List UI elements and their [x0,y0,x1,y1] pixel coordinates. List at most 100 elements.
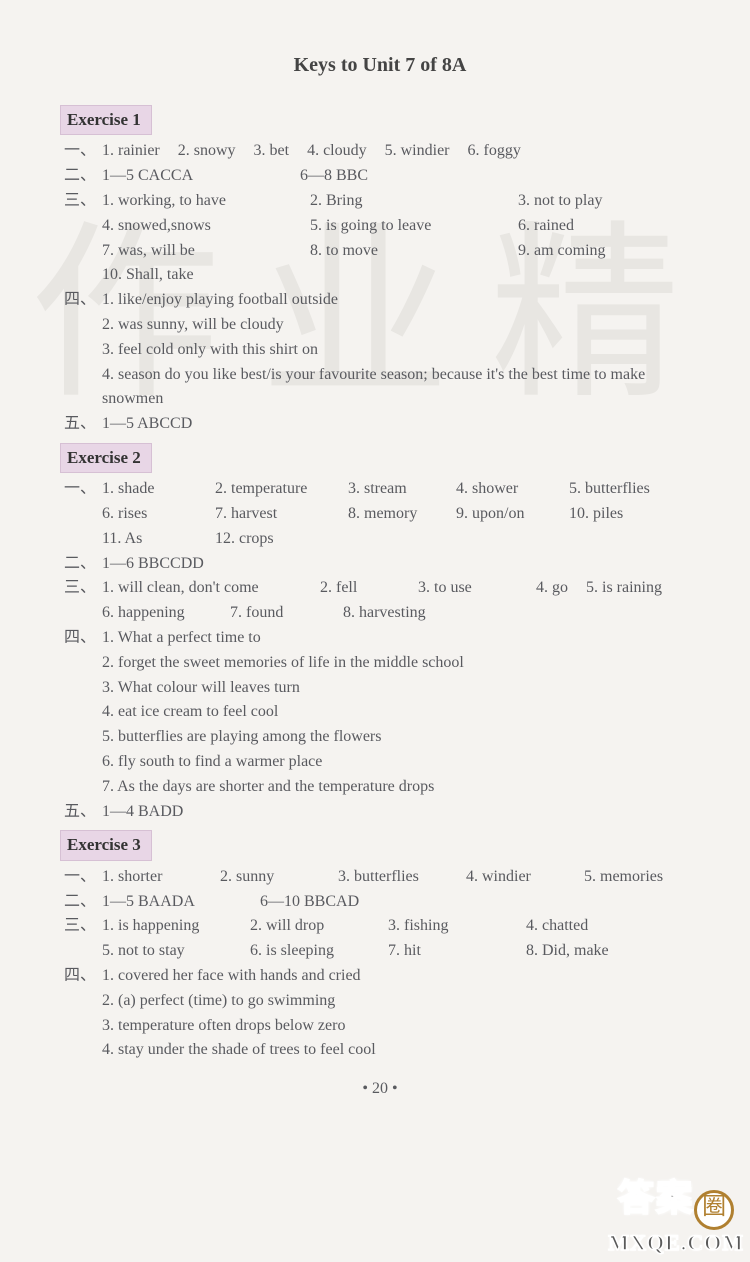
section-label: 三、 [64,914,102,939]
answer-item: 3. stream [348,477,438,502]
answer-item: 8. memory [348,502,438,527]
answer-item: 5. butterflies are playing among the flo… [102,725,700,750]
answer-item: 1—5 BAADA [102,890,242,915]
page-title: Keys to Unit 7 of 8A [60,50,700,81]
answer-item: 3. bet [254,139,290,164]
answer-item: 3. feel cold only with this shirt on [102,338,700,363]
section-label: 五、 [64,412,102,437]
answer-item: 7. found [230,601,325,626]
answer-item: 3. to use [418,576,518,601]
answer-item: 5. is raining [586,576,691,601]
ex1-section-5: 五、 1—5 ABCCD [64,412,700,437]
ex2-section-3: 三、 1. will clean, don't come 2. fell 3. … [64,576,700,626]
answer-item: 1. rainier [102,139,160,164]
watermark-logo-url: MXQE.COM [608,1230,744,1256]
answer-item: 2. temperature [215,477,330,502]
watermark-logo: 答案圈 MXQE.COM [608,1169,744,1256]
page-number: • 20 • [60,1077,700,1102]
answer-item: 1—5 ABCCD [102,412,192,437]
ex1-section-4: 四、 1. like/enjoy playing football outsid… [64,288,700,313]
answer-item: 2. Bring [310,189,500,214]
section-label: 二、 [64,552,102,577]
answer-item: 7. As the days are shorter and the tempe… [102,775,700,800]
answer-item: 9. am coming [518,239,606,264]
answer-item: 1. shade [102,477,197,502]
answer-item: 1—5 CACCA [102,164,282,189]
section-label: 二、 [64,164,102,189]
watermark-logo-circle: 圈 [694,1190,734,1230]
answer-item: 4. stay under the shade of trees to feel… [102,1038,700,1063]
ex3-section-3: 三、 1. is happening 2. will drop 3. fishi… [64,914,700,964]
answer-item: 4. season do you like best/is your favou… [102,363,700,413]
answer-item: 1—4 BADD [102,800,183,825]
section-label: 三、 [64,576,102,601]
section-label: 二、 [64,890,102,915]
answer-item: 2. will drop [250,914,370,939]
answer-item: 7. hit [388,939,508,964]
answer-item: 1. shorter [102,865,202,890]
answer-item: 12. crops [215,527,274,552]
answer-item: 6. is sleeping [250,939,370,964]
ex1-section-3: 三、 1. working, to have 2. Bring 3. not t… [64,189,700,288]
answer-item: 8. harvesting [343,601,426,626]
section-label: 一、 [64,477,102,502]
answer-item: 7. harvest [215,502,330,527]
answer-item: 6. foggy [468,139,521,164]
answer-item: 1—6 BBCCDD [102,552,204,577]
answer-item: 4. windier [466,865,566,890]
answer-item: 6. rises [102,502,197,527]
answer-item: 1. covered her face with hands and cried [102,964,700,989]
ex1-section-1: 一、 1. rainier 2. snowy 3. bet 4. cloudy … [64,139,700,164]
answer-item: 6. rained [518,214,574,239]
answer-item: 1. What a perfect time to [102,626,700,651]
answer-item: 7. was, will be [102,239,292,264]
answer-item: 1. is happening [102,914,232,939]
ex3-section-4: 四、 1. covered her face with hands and cr… [64,964,700,989]
answer-item: 4. go [536,576,568,601]
answer-item: 5. memories [584,865,663,890]
answer-item: 9. upon/on [456,502,551,527]
section-label: 一、 [64,865,102,890]
watermark-logo-text: 答案 [618,1178,694,1218]
answer-item: 2. forget the sweet memories of life in … [102,651,700,676]
section-label: 四、 [64,288,102,313]
section-label: 三、 [64,189,102,214]
answer-item: 3. temperature often drops below zero [102,1014,700,1039]
answer-item: 4. eat ice cream to feel cool [102,700,700,725]
answer-item: 3. fishing [388,914,508,939]
section-label: 四、 [64,626,102,651]
answer-item: 10. piles [569,502,623,527]
answer-item: 4. cloudy [307,139,367,164]
answer-item: 4. chatted [526,914,588,939]
answer-item: 6—10 BBCAD [260,890,359,915]
answer-item: 4. snowed,snows [102,214,292,239]
answer-item: 5. not to stay [102,939,232,964]
answer-item: 5. is going to leave [310,214,500,239]
answer-item: 3. not to play [518,189,602,214]
answer-item: 2. snowy [178,139,236,164]
answer-item: 3. What colour will leaves turn [102,676,700,701]
ex2-section-5: 五、 1—4 BADD [64,800,700,825]
ex3-section-2: 二、 1—5 BAADA 6—10 BBCAD [64,890,700,915]
ex2-section-2: 二、 1—6 BBCCDD [64,552,700,577]
answer-item: 1. like/enjoy playing football outside [102,288,700,313]
answer-item: 6. fly south to find a warmer place [102,750,700,775]
answer-item: 6—8 BBC [300,164,368,189]
exercise-3-header: Exercise 3 [60,830,152,860]
answer-item: 11. As [102,527,197,552]
answer-item: 5. butterflies [569,477,650,502]
answer-item: 10. Shall, take [102,263,194,288]
answer-item: 3. butterflies [338,865,448,890]
answer-item: 4. shower [456,477,551,502]
answer-item: 2. was sunny, will be cloudy [102,313,700,338]
section-label: 五、 [64,800,102,825]
page-content: Keys to Unit 7 of 8A Exercise 1 一、 1. ra… [0,0,750,1122]
answer-item: 8. to move [310,239,500,264]
answer-item: 1. will clean, don't come [102,576,302,601]
answer-item: 2. sunny [220,865,320,890]
section-label: 四、 [64,964,102,989]
section-label: 一、 [64,139,102,164]
ex3-section-1: 一、 1. shorter 2. sunny 3. butterflies 4.… [64,865,700,890]
answer-item: 1. working, to have [102,189,292,214]
answer-item: 2. (a) perfect (time) to go swimming [102,989,700,1014]
